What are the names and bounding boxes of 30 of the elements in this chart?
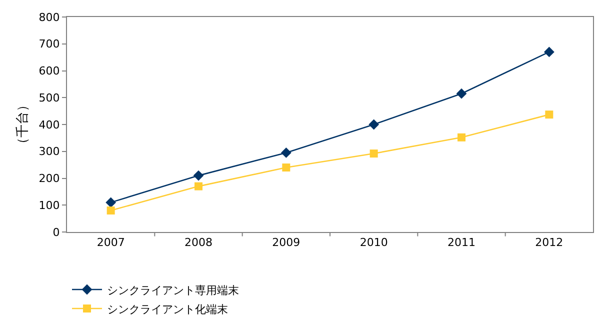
y-tick-label: 800: [38, 10, 60, 24]
point: [368, 119, 380, 130]
point: [545, 110, 554, 119]
x-tick-label: 2009: [272, 236, 300, 250]
point: [370, 150, 378, 158]
legend-label: シンクライアント専用端末: [107, 284, 239, 297]
x-tick-label: 2008: [184, 236, 212, 250]
y-tick-label: 300: [38, 145, 60, 158]
y-tick-label: 600: [38, 64, 60, 78]
y-tick-label: 400: [38, 118, 60, 132]
y-tick-label: 0: [52, 226, 60, 239]
point: [194, 182, 202, 190]
x-tick-label: 2007: [96, 236, 125, 250]
point: [193, 170, 204, 181]
x-tick-label: 2012: [535, 236, 564, 250]
point: [106, 206, 115, 214]
x-tick-label: 2011: [448, 236, 476, 250]
y-tick-label: 500: [38, 91, 60, 104]
y-tick-label: 700: [38, 38, 60, 51]
legend-label: シンクライアント化端末: [107, 302, 228, 316]
x-tick-label: 2010: [360, 236, 388, 250]
point: [544, 46, 554, 58]
y-axis-title: （千台）: [16, 98, 31, 150]
point: [458, 133, 466, 142]
point: [456, 88, 467, 99]
point: [106, 197, 116, 208]
y-tick-label: 100: [38, 198, 60, 212]
point: [282, 164, 290, 172]
y-tick-label: 200: [38, 172, 60, 186]
point: [280, 148, 292, 158]
